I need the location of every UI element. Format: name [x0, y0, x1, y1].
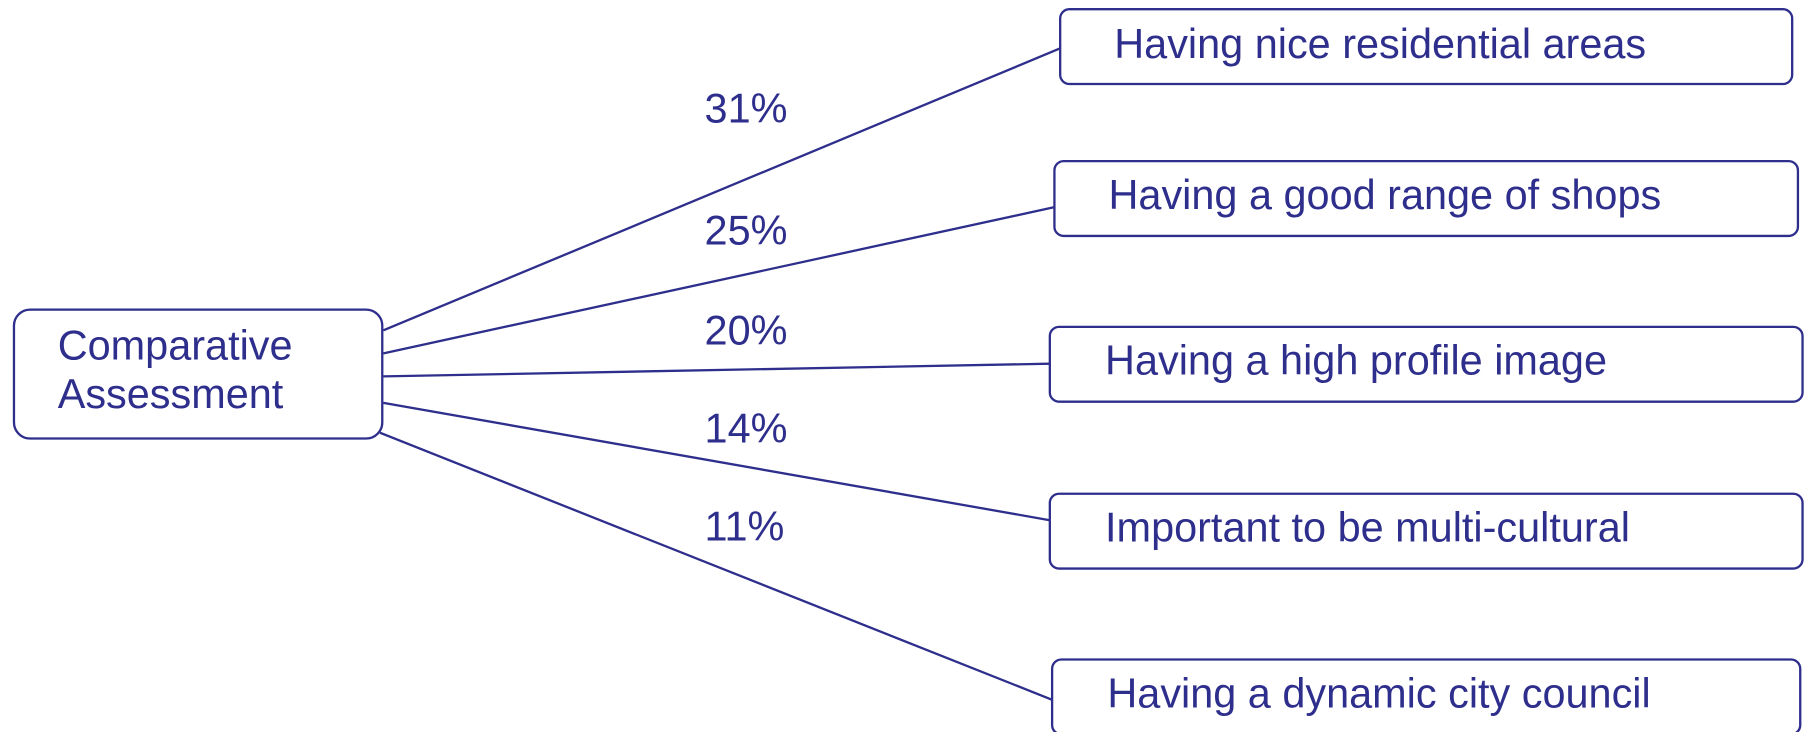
connector: [382, 47, 1061, 332]
branch-box: [1053, 159, 1800, 238]
branch-box: [1048, 492, 1804, 570]
branch-share: 31%: [705, 85, 788, 132]
branch-label: Having a good range of shops: [1109, 171, 1662, 218]
branch-share: 14%: [705, 405, 788, 452]
branch-label: Having nice residential areas: [1114, 20, 1646, 67]
connector: [383, 362, 1050, 378]
root-label: Assessment: [58, 370, 284, 417]
branch-label: Important to be multi-cultural: [1105, 504, 1630, 551]
connector: [379, 431, 1053, 701]
branch-box: [1048, 325, 1804, 403]
connector: [383, 206, 1055, 355]
root-label: Comparative: [58, 322, 293, 369]
branch-share: 20%: [705, 307, 788, 354]
root-box: [12, 308, 384, 440]
connector: [383, 401, 1051, 522]
branch-label: Having a dynamic city council: [1107, 669, 1650, 716]
branch-box: [1059, 8, 1794, 86]
branch-share: 11%: [705, 502, 785, 549]
branch-box: [1050, 658, 1802, 732]
branch-label: Having a high profile image: [1105, 337, 1607, 384]
branch-share: 25%: [705, 207, 788, 254]
